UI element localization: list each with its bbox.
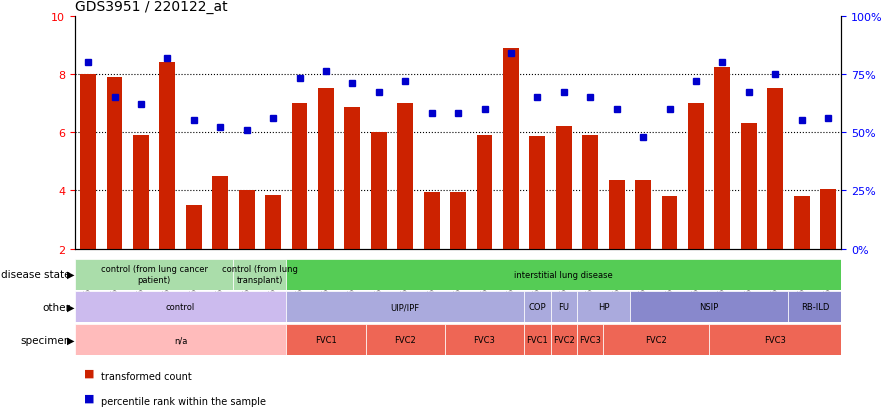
FancyBboxPatch shape xyxy=(286,259,841,290)
Bar xyxy=(794,197,810,249)
FancyBboxPatch shape xyxy=(551,292,577,323)
Text: specimen: specimen xyxy=(20,335,70,345)
Text: FVC2: FVC2 xyxy=(395,335,416,344)
Text: n/a: n/a xyxy=(174,335,188,344)
Bar xyxy=(820,190,836,249)
Bar xyxy=(741,124,757,249)
Text: FVC2: FVC2 xyxy=(646,335,667,344)
Text: disease state: disease state xyxy=(1,269,70,280)
Text: transformed count: transformed count xyxy=(101,371,192,381)
Text: ▶: ▶ xyxy=(66,302,74,312)
Text: RB-ILD: RB-ILD xyxy=(801,303,829,311)
FancyBboxPatch shape xyxy=(709,324,841,355)
Bar xyxy=(582,136,598,249)
Bar xyxy=(714,67,730,249)
Bar xyxy=(609,181,625,249)
FancyBboxPatch shape xyxy=(603,324,709,355)
Bar xyxy=(450,192,466,249)
FancyBboxPatch shape xyxy=(75,292,286,323)
Text: ■: ■ xyxy=(84,368,94,378)
Bar xyxy=(635,181,651,249)
FancyBboxPatch shape xyxy=(286,324,366,355)
Text: UIP/IPF: UIP/IPF xyxy=(390,303,420,311)
Text: HP: HP xyxy=(597,303,610,311)
Bar xyxy=(529,137,545,249)
Text: ▶: ▶ xyxy=(66,269,74,280)
Bar xyxy=(397,104,413,249)
FancyBboxPatch shape xyxy=(366,324,445,355)
Text: ■: ■ xyxy=(84,393,94,403)
FancyBboxPatch shape xyxy=(524,324,551,355)
Text: other: other xyxy=(42,302,70,312)
Bar xyxy=(424,192,440,249)
FancyBboxPatch shape xyxy=(577,324,603,355)
Text: FVC3: FVC3 xyxy=(765,335,786,344)
Text: percentile rank within the sample: percentile rank within the sample xyxy=(101,396,266,406)
FancyBboxPatch shape xyxy=(577,292,630,323)
Text: FVC2: FVC2 xyxy=(553,335,574,344)
Bar xyxy=(556,127,572,249)
Bar xyxy=(212,176,228,249)
Text: NSIP: NSIP xyxy=(700,303,719,311)
FancyBboxPatch shape xyxy=(233,259,286,290)
Bar xyxy=(318,89,334,249)
Text: control (from lung
transplant): control (from lung transplant) xyxy=(222,265,298,284)
Bar xyxy=(80,75,96,249)
Text: interstitial lung disease: interstitial lung disease xyxy=(515,270,613,279)
Bar xyxy=(344,108,360,249)
Text: ▶: ▶ xyxy=(66,335,74,345)
Text: GDS3951 / 220122_at: GDS3951 / 220122_at xyxy=(75,0,227,14)
Text: FVC1: FVC1 xyxy=(315,335,337,344)
FancyBboxPatch shape xyxy=(551,324,577,355)
FancyBboxPatch shape xyxy=(286,292,524,323)
Text: FVC1: FVC1 xyxy=(527,335,548,344)
FancyBboxPatch shape xyxy=(75,259,233,290)
FancyBboxPatch shape xyxy=(75,324,286,355)
Text: FU: FU xyxy=(559,303,569,311)
Text: control (from lung cancer
patient): control (from lung cancer patient) xyxy=(100,265,208,284)
Text: control: control xyxy=(166,303,196,311)
Bar xyxy=(292,104,307,249)
Bar xyxy=(265,195,281,249)
Bar xyxy=(133,136,149,249)
Bar xyxy=(159,63,175,249)
FancyBboxPatch shape xyxy=(630,292,788,323)
Bar xyxy=(688,104,704,249)
Text: FVC3: FVC3 xyxy=(474,335,495,344)
FancyBboxPatch shape xyxy=(788,292,841,323)
Text: FVC3: FVC3 xyxy=(580,335,601,344)
Bar xyxy=(503,48,519,249)
FancyBboxPatch shape xyxy=(445,324,524,355)
Bar xyxy=(767,89,783,249)
Bar xyxy=(107,78,122,249)
Bar xyxy=(239,191,255,249)
Bar xyxy=(371,133,387,249)
Text: COP: COP xyxy=(529,303,546,311)
Bar xyxy=(477,136,492,249)
Bar xyxy=(662,197,677,249)
Bar xyxy=(186,205,202,249)
FancyBboxPatch shape xyxy=(524,292,551,323)
